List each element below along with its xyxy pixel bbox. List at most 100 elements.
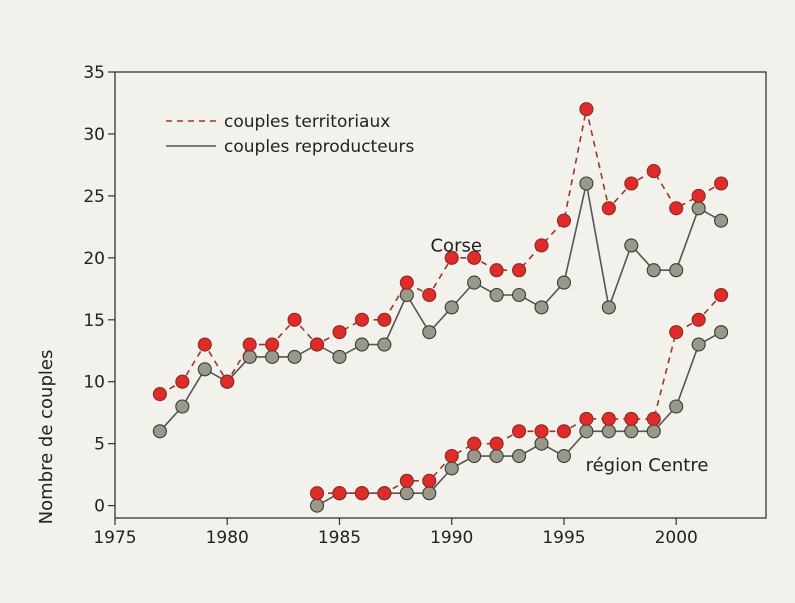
x-tick-label: 1975 [93, 528, 136, 548]
chart-legend: couples territoriaux couples reproducteur… [166, 112, 414, 157]
data-point [354, 486, 369, 501]
data-point [332, 486, 347, 501]
annotation-label: région Centre [586, 455, 709, 476]
legend-label: couples territoriaux [224, 112, 390, 132]
data-point [399, 486, 414, 501]
data-point [534, 424, 549, 439]
data-point [624, 424, 639, 439]
data-point [422, 473, 437, 488]
y-axis-label: Nombre de couples [36, 350, 57, 525]
data-point [512, 263, 527, 278]
x-tick-label: 1980 [206, 528, 249, 548]
data-point [175, 399, 190, 414]
data-point [489, 449, 504, 464]
data-point [444, 250, 459, 265]
data-point [197, 337, 212, 352]
data-point [534, 238, 549, 253]
data-point [489, 263, 504, 278]
data-point [467, 250, 482, 265]
data-point [691, 337, 706, 352]
data-point [287, 312, 302, 327]
data-point [512, 287, 527, 303]
data-point [175, 374, 190, 389]
data-point [534, 436, 549, 451]
data-point [467, 449, 482, 464]
data-point [669, 325, 684, 340]
y-tick-label: 0 [94, 497, 105, 517]
series-région-centre-solid [309, 325, 729, 513]
data-point [691, 312, 706, 327]
data-point [714, 325, 729, 340]
data-point [556, 275, 572, 290]
data-point [444, 300, 459, 315]
data-point [399, 473, 414, 488]
data-point [534, 300, 549, 315]
data-point [512, 449, 527, 464]
data-point [579, 176, 594, 191]
data-point [579, 411, 594, 426]
data-point [714, 213, 729, 228]
data-point [287, 349, 302, 364]
data-point [467, 275, 482, 290]
chart-annotations: Corse région Centre [430, 236, 708, 476]
data-point [152, 424, 167, 439]
data-point [601, 300, 616, 315]
y-tick-label: 35 [83, 63, 105, 83]
data-point [691, 188, 706, 203]
x-tick-label: 2000 [655, 528, 698, 548]
data-point [332, 325, 347, 340]
plot-frame [114, 71, 767, 519]
data-point [354, 337, 369, 352]
x-tick-label: 1995 [542, 528, 585, 548]
data-point [579, 424, 594, 439]
data-point [197, 362, 212, 377]
data-point [714, 287, 729, 303]
data-point [309, 337, 325, 352]
data-point [601, 424, 616, 439]
data-point [512, 424, 527, 439]
data-point [422, 287, 437, 303]
data-point [601, 201, 616, 216]
data-point [422, 486, 437, 501]
series-line [159, 183, 722, 432]
y-tick-label: 10 [83, 373, 105, 393]
data-point [309, 498, 325, 513]
series-corse-solid [152, 176, 729, 439]
data-point [556, 424, 572, 439]
data-point [444, 449, 459, 464]
y-tick-label: 5 [94, 435, 105, 455]
data-point [332, 349, 347, 364]
x-tick-label: 1990 [430, 528, 473, 548]
y-tick-label: 30 [83, 125, 105, 145]
data-point [646, 263, 661, 278]
data-point [714, 176, 729, 191]
data-point [579, 102, 594, 117]
data-point [265, 337, 280, 352]
data-point [309, 486, 325, 501]
data-point [265, 349, 280, 364]
data-point [646, 411, 661, 426]
data-point [399, 275, 414, 290]
data-point [377, 312, 392, 327]
data-point [601, 411, 616, 426]
data-point [467, 436, 482, 451]
y-tick-label: 15 [83, 311, 105, 331]
series-région-centre-dashed [309, 287, 729, 501]
data-point [377, 486, 392, 501]
legend-label: couples reproducteurs [224, 137, 414, 157]
y-tick-label: 25 [83, 187, 105, 207]
data-point [669, 399, 684, 414]
data-point [669, 263, 684, 278]
data-point [646, 424, 661, 439]
data-point [354, 312, 369, 327]
annotation-label: Corse [430, 236, 481, 257]
data-point [691, 201, 706, 216]
data-point [624, 411, 639, 426]
data-point [669, 201, 684, 216]
series-layer [152, 102, 729, 513]
data-point [556, 213, 572, 228]
series-corse-dashed [152, 102, 729, 402]
data-point [444, 461, 459, 476]
data-point [556, 449, 572, 464]
